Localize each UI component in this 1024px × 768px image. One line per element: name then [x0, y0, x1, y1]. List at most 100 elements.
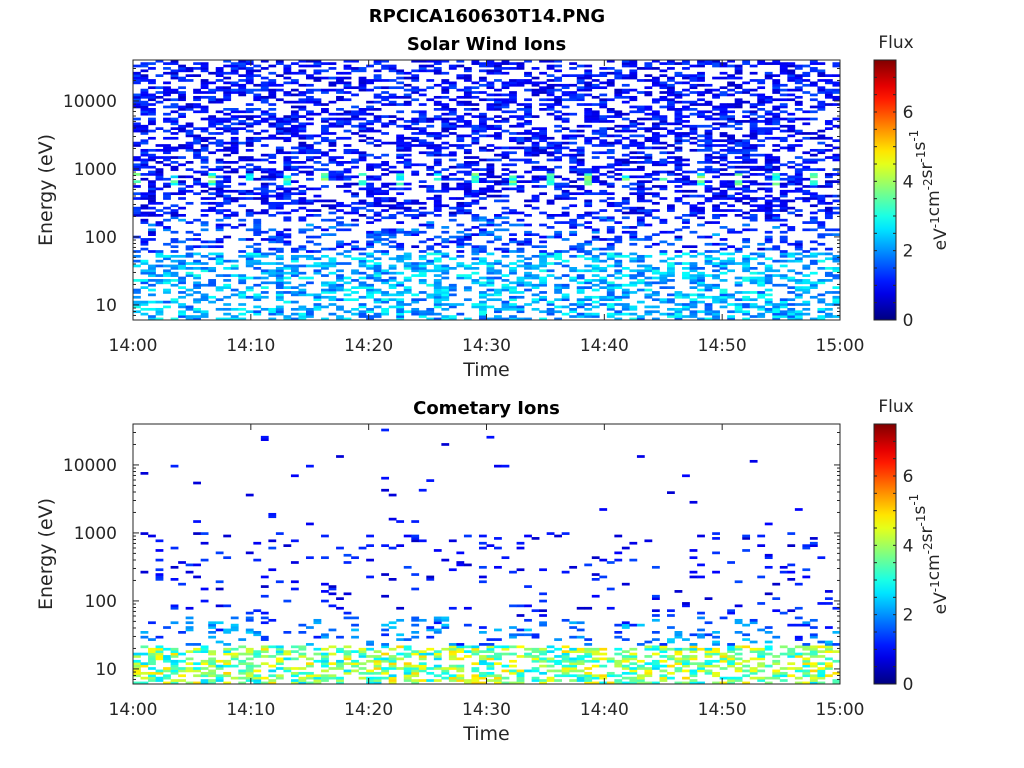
heatmap-cell	[260, 307, 269, 311]
heatmap-cell	[358, 671, 367, 675]
heatmap-cell	[426, 269, 435, 273]
heatmap-cell	[215, 71, 224, 75]
heatmap-cell	[373, 86, 382, 90]
heatmap-cell	[215, 307, 224, 311]
heatmap-cell	[148, 197, 156, 200]
heatmap-cell	[411, 136, 420, 140]
heatmap-cell	[313, 647, 322, 651]
heatmap-cell	[509, 115, 517, 118]
heatmap-cell	[629, 175, 638, 179]
heatmap-cell	[268, 170, 277, 174]
heatmap-cell	[298, 201, 307, 205]
heatmap-cell	[411, 264, 420, 268]
heatmap-cell	[275, 257, 284, 261]
heatmap-cell	[268, 240, 277, 244]
heatmap-cell	[674, 180, 683, 183]
heatmap-cell	[245, 110, 254, 114]
heatmap-cell	[591, 230, 600, 234]
heatmap-cell	[667, 170, 675, 174]
heatmap-cell	[441, 153, 450, 157]
heatmap-cell	[697, 317, 705, 321]
heatmap-cell	[155, 214, 164, 217]
heatmap-cell	[463, 91, 472, 94]
heatmap-cell	[554, 151, 563, 155]
heatmap-cell	[764, 165, 773, 169]
heatmap-cell	[794, 177, 803, 181]
heatmap-cell	[742, 170, 751, 174]
heatmap-cell	[501, 177, 510, 181]
heatmap-cell	[764, 218, 773, 222]
heatmap-cell	[674, 177, 683, 181]
heatmap-cell	[817, 168, 826, 171]
heatmap-cell	[418, 115, 427, 118]
heatmap-cell	[539, 262, 547, 265]
heatmap-cell	[651, 310, 660, 314]
y-tick-label: 10000	[63, 92, 117, 112]
heatmap-cell	[418, 69, 427, 73]
heatmap-cell	[418, 93, 427, 97]
heatmap-cell	[606, 165, 615, 169]
heatmap-cell	[260, 59, 269, 63]
heatmap-cell	[193, 283, 201, 287]
heatmap-cell	[494, 315, 502, 318]
heatmap-cell	[396, 242, 405, 246]
heatmap-cell	[170, 655, 179, 658]
heatmap-cell	[313, 674, 322, 678]
heatmap-cell	[494, 238, 502, 241]
heatmap-cell	[554, 317, 563, 321]
heatmap-cell	[396, 81, 405, 85]
heatmap-cell	[200, 170, 209, 174]
heatmap-cell	[742, 158, 751, 162]
heatmap-cell	[358, 69, 367, 73]
heatmap-cell	[351, 151, 359, 155]
heatmap-cell	[358, 156, 367, 159]
heatmap-cell	[163, 163, 171, 167]
heatmap-cell	[651, 173, 660, 176]
heatmap-cell	[433, 161, 442, 164]
heatmap-cell	[749, 144, 758, 147]
heatmap-cell	[298, 59, 307, 63]
heatmap-cell	[283, 218, 292, 222]
heatmap-cell	[321, 295, 329, 299]
heatmap-cell	[539, 103, 547, 106]
heatmap-cell	[809, 62, 818, 65]
heatmap-cell	[193, 281, 201, 285]
heatmap-cell	[697, 161, 705, 164]
heatmap-cell	[501, 156, 510, 159]
heatmap-cell	[584, 182, 593, 186]
heatmap-cell	[478, 223, 487, 227]
heatmap-cell	[509, 170, 517, 174]
heatmap-cell	[155, 74, 164, 77]
heatmap-cell	[471, 161, 480, 164]
heatmap-cell	[757, 307, 766, 311]
heatmap-cell	[576, 76, 585, 80]
heatmap-cell	[682, 305, 690, 309]
heatmap-cell	[170, 211, 179, 215]
heatmap-cell	[403, 88, 412, 92]
heatmap-cell	[283, 71, 292, 75]
heatmap-cell	[305, 112, 314, 116]
heatmap-cell	[343, 553, 352, 557]
heatmap-cell	[644, 108, 653, 111]
heatmap-cell	[727, 117, 735, 121]
heatmap-cell	[230, 168, 239, 171]
heatmap-cell	[764, 257, 773, 261]
heatmap-cell	[208, 664, 217, 668]
heatmap-cell	[290, 105, 299, 109]
heatmap-cell	[599, 267, 608, 270]
heatmap-cell	[441, 71, 450, 75]
heatmap-cell	[516, 223, 525, 227]
heatmap-cell	[230, 67, 239, 70]
heatmap-cell	[163, 129, 171, 133]
heatmap-cell	[433, 189, 442, 193]
heatmap-cell	[321, 274, 329, 277]
heatmap-cell	[275, 120, 284, 123]
heatmap-cell	[245, 62, 254, 65]
heatmap-cell	[478, 158, 487, 162]
heatmap-cell	[411, 293, 420, 297]
heatmap-cell	[396, 307, 405, 311]
heatmap-cell	[245, 88, 254, 92]
heatmap-cell	[486, 189, 495, 193]
heatmap-cell	[742, 134, 751, 138]
heatmap-cell	[200, 146, 209, 150]
